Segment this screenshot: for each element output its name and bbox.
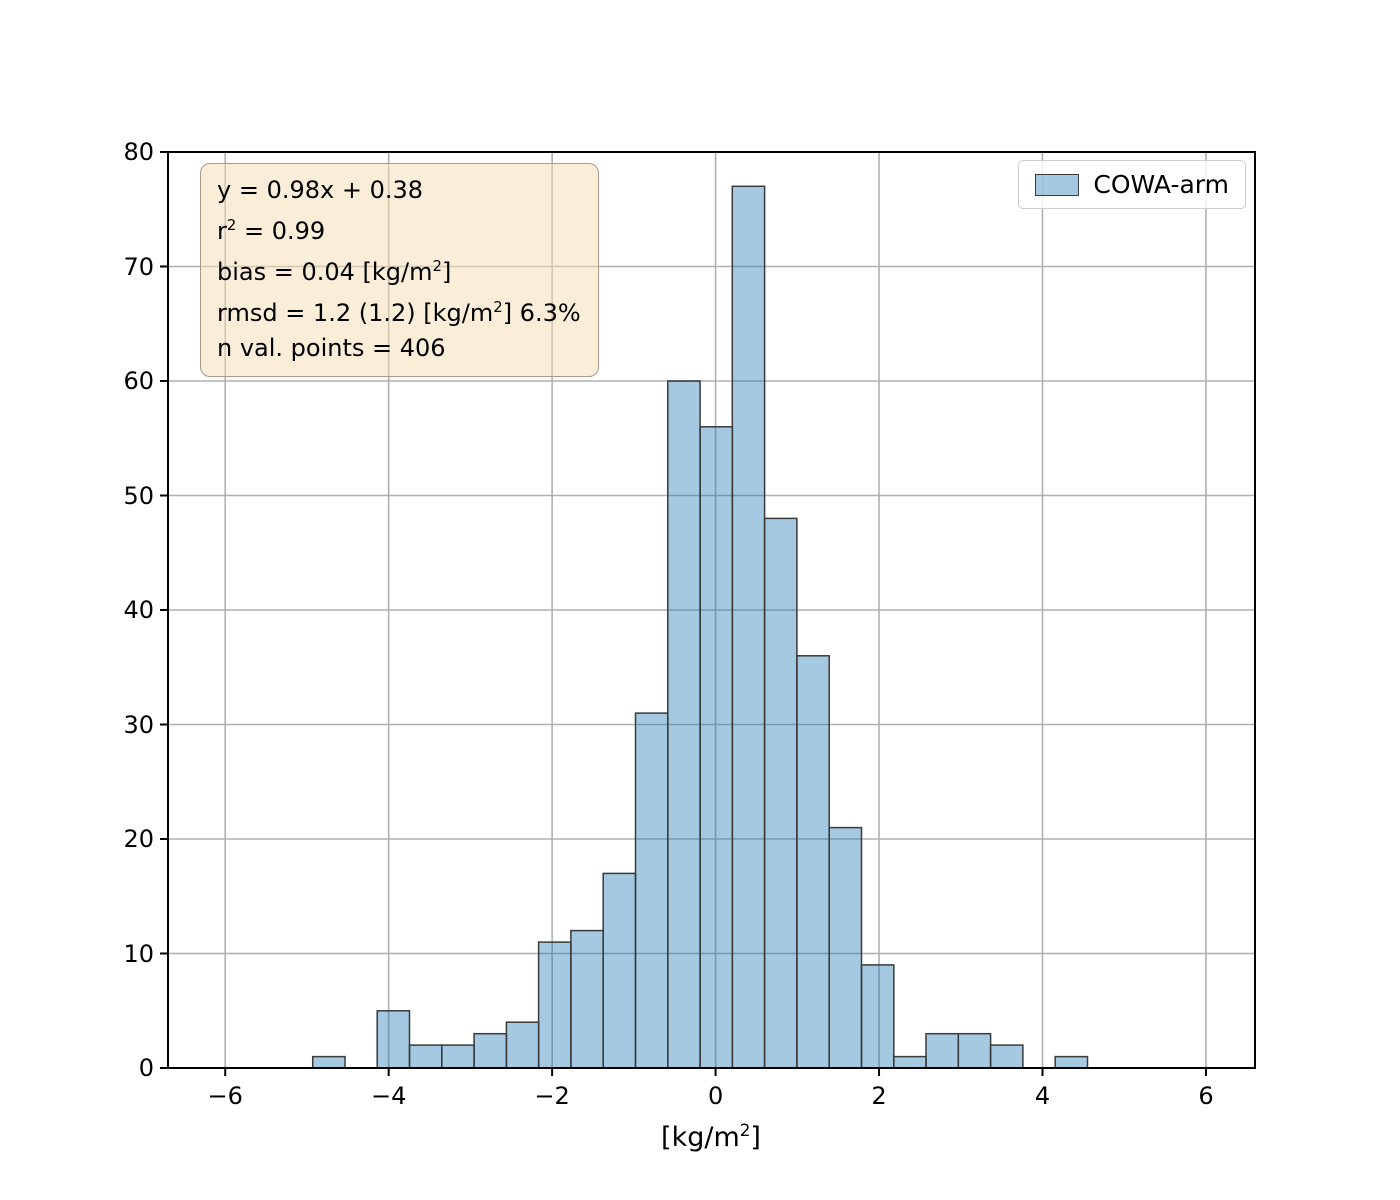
histogram-bar [311,1055,346,1069]
x-tick-label: −6 [207,1082,243,1110]
histogram-bar [925,1032,960,1069]
x-tick-label: 4 [1034,1082,1051,1110]
histogram-bar [667,380,701,1069]
histogram-bar [731,185,766,1069]
annotation-line: n val. points = 406 [217,331,581,366]
text-segment: [kg/m [661,1122,740,1153]
histogram-bar [763,517,798,1069]
annotation-line: y = 0.98x + 0.38 [217,173,581,208]
histogram-bar [570,929,604,1069]
histogram-bar [796,655,830,1069]
histogram-bar [505,1021,540,1069]
text-segment: rmsd = 1.2 (1.2) [kg/m [217,299,494,327]
x-tick-label: −2 [534,1082,570,1110]
y-tick-label: 60 [123,367,154,395]
y-tick-label: 50 [123,481,154,510]
text-segment: n val. points = 406 [217,334,446,362]
superscript: 2 [739,1120,751,1140]
histogram-bar [989,1044,1024,1069]
text-segment: r [217,217,227,245]
annotation-line: bias = 0.04 [kg/m2] [217,249,581,290]
y-tick-label: 0 [138,1054,154,1082]
y-tick-label: 40 [123,596,154,624]
text-segment: y = 0.98x + 0.38 [217,176,424,204]
stats-annotation-box: y = 0.98x + 0.38 r2 = 0.99 bias = 0.04 [kg… [200,163,599,377]
y-tick-label: 30 [123,710,154,739]
histogram-bar [473,1032,508,1069]
histogram-bar [376,1010,411,1069]
histogram-bar [957,1032,992,1069]
histogram-bar [408,1044,443,1069]
y-tick-label: 10 [123,939,154,968]
x-axis-label: [kg/m2] [661,1120,761,1153]
histogram-bar [893,1055,927,1069]
histogram-bar [860,964,895,1069]
x-tick-label: 0 [707,1082,724,1110]
y-tick-label: 70 [123,252,154,281]
superscript: 2 [493,298,503,316]
histogram-bar [1054,1055,1089,1069]
text-segment: ] [441,258,452,286]
text-segment: ] 6.3% [502,299,581,327]
superscript: 2 [226,216,237,234]
histogram-bar [537,941,572,1069]
legend-patch [1035,173,1080,196]
legend: COWA-arm [1018,160,1246,209]
annotation-line: rmsd = 1.2 (1.2) [kg/m2] 6.3% [217,290,581,331]
histogram-bar [441,1044,475,1069]
superscript: 2 [432,257,442,275]
y-tick-label: 80 [123,138,154,166]
legend-label: COWA-arm [1093,170,1229,199]
y-tick-label: 20 [123,825,154,853]
annotation-line: r2 = 0.99 [217,208,581,249]
histogram-bar [602,872,637,1069]
text-segment: ] [750,1122,761,1153]
text-segment: bias = 0.04 [kg/m [217,258,433,286]
histogram-bar [699,426,734,1069]
x-tick-label: 6 [1198,1082,1214,1110]
text-segment: = 0.99 [236,217,326,245]
histogram-bar [634,712,669,1069]
histogram-bar [828,826,863,1069]
x-tick-label: 2 [871,1082,887,1110]
x-tick-label: −4 [370,1082,407,1110]
